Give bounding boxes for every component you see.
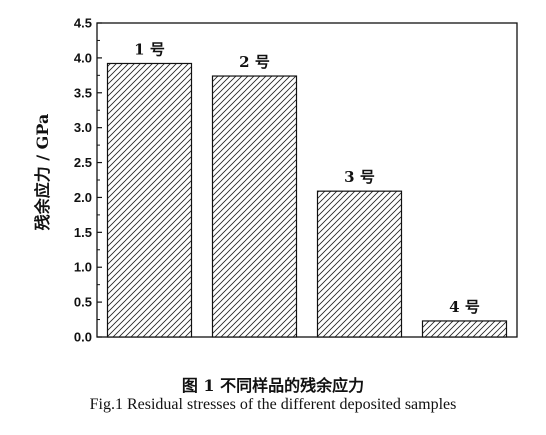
figure-caption-english: Fig.1 Residual stresses of the different…	[89, 396, 457, 413]
y-tick-label: 0.5	[74, 295, 92, 310]
bar-4	[421, 320, 508, 338]
figure-caption-chinese: 图 1 不同样品的残余应力	[181, 376, 365, 395]
bar-3	[316, 190, 403, 338]
y-tick-label: 2.5	[74, 155, 92, 170]
y-tick-label: 0.0	[74, 330, 92, 345]
data-label-3: 3 号	[344, 168, 375, 186]
bar-chart: 0.0 0.5 1.0 1.5 2.0 2.5 3.0 3.5 4.0 4.5 1 号 2 号 3 号…	[33, 16, 518, 345]
y-tick-label: 1.5	[74, 225, 92, 240]
y-tick-label: 4.0	[74, 50, 92, 65]
data-label-4: 4 号	[449, 298, 480, 316]
bars-group	[106, 62, 508, 338]
y-tick-label: 1.0	[74, 260, 92, 275]
y-tick-label: 4.5	[74, 16, 92, 31]
y-tick-label: 2.0	[74, 190, 92, 205]
data-label-2: 2 号	[239, 53, 270, 71]
y-tick-label: 3.0	[74, 120, 92, 135]
bar-2	[211, 75, 298, 338]
y-axis-label: 残余应力 / GPa	[33, 114, 52, 231]
y-tick-label: 3.5	[74, 85, 92, 100]
y-axis-ticks: 0.0 0.5 1.0 1.5 2.0 2.5 3.0 3.5 4.0 4.5	[74, 16, 102, 345]
data-labels: 1 号 2 号 3 号 4 号	[134, 40, 480, 315]
data-label-1: 1 号	[134, 40, 165, 58]
bar-1	[106, 62, 193, 338]
